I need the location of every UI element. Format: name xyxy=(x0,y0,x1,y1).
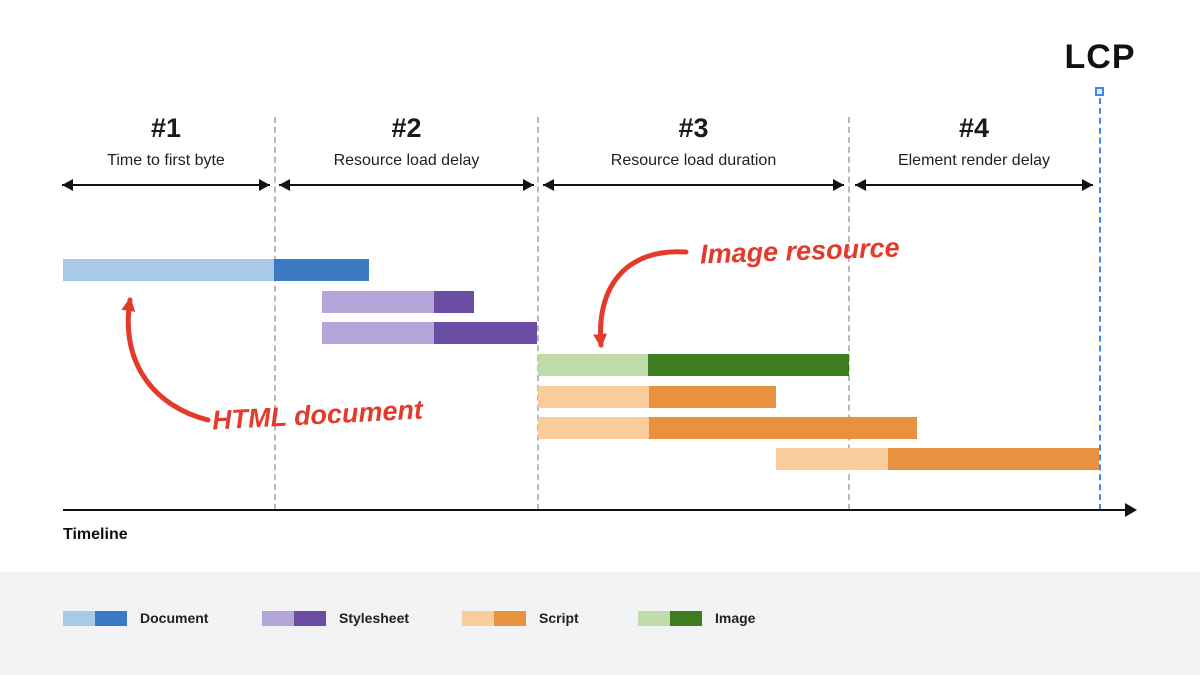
phase-separator-2 xyxy=(537,117,539,510)
legend-item-stylesheet: Stylesheet xyxy=(262,610,409,626)
image-bar-light-segment xyxy=(538,354,648,376)
legend-bar: Document Stylesheet Script Image xyxy=(0,572,1200,675)
phase-3-number: #3 xyxy=(678,113,709,143)
phase-3-label: Resource load duration xyxy=(610,152,777,169)
script-bar-light-segment xyxy=(538,417,649,439)
stylesheet-swatch-dark xyxy=(294,610,326,626)
document-swatch-light xyxy=(63,610,95,626)
legend-label-document: Document xyxy=(140,610,209,626)
phase-3-span-arrow xyxy=(543,179,844,191)
document-bar-dark-segment xyxy=(274,259,369,281)
script-swatch xyxy=(462,610,526,626)
legend-item-document: Document xyxy=(63,610,208,626)
stylesheet-swatch-light xyxy=(262,610,294,626)
document-bar-light-segment xyxy=(63,259,274,281)
phase-4-label: Element render delay xyxy=(897,152,1051,169)
legend-item-image: Image xyxy=(638,610,755,626)
image-bar-dark-segment xyxy=(648,354,849,376)
phase-1-span-arrow xyxy=(62,179,270,191)
phase-1-header: #1 Time to first byte xyxy=(62,113,270,191)
stylesheet-bar-dark-segment xyxy=(434,291,474,313)
stylesheet-swatch xyxy=(262,610,326,626)
phase-4-number: #4 xyxy=(958,113,990,143)
phase-2-header: #2 Resource load delay xyxy=(279,113,534,191)
script-swatch-dark xyxy=(494,610,526,626)
stylesheet-bar-dark-segment xyxy=(434,322,537,344)
script-bar-light-segment xyxy=(776,448,888,470)
phase-separator-1 xyxy=(274,117,276,510)
script-bar-dark-segment xyxy=(888,448,1099,470)
phase-4-header: #4 Element render delay xyxy=(855,113,1093,191)
legend-label-script: Script xyxy=(539,610,579,626)
phase-4-span-arrow xyxy=(855,179,1093,191)
phase-2-number: #2 xyxy=(391,113,422,143)
lcp-title: LCP xyxy=(1064,38,1136,76)
timeline-label: Timeline xyxy=(63,526,128,543)
stylesheet-bar-light-segment xyxy=(322,291,434,313)
phase-3-header: #3 Resource load duration xyxy=(543,113,844,191)
legend-item-script: Script xyxy=(462,610,579,626)
stylesheet-bar-light-segment xyxy=(322,322,434,344)
document-swatch xyxy=(63,610,127,626)
image-swatch-light xyxy=(638,610,670,626)
image-swatch xyxy=(638,610,702,626)
script-bar-light-segment xyxy=(538,386,649,408)
lcp-marker-icon xyxy=(1095,87,1104,96)
phase-1-number: #1 xyxy=(150,113,182,143)
phase-1-label: Time to first byte xyxy=(107,152,225,169)
script-bar-dark-segment xyxy=(649,386,776,408)
phase-2-label: Resource load delay xyxy=(333,152,480,169)
lcp-dashed-line xyxy=(1099,98,1101,510)
document-swatch-dark xyxy=(95,610,127,626)
script-swatch-light xyxy=(462,610,494,626)
image-swatch-dark xyxy=(670,610,702,626)
phase-2-span-arrow xyxy=(279,179,534,191)
phase-separator-3 xyxy=(848,117,850,510)
script-bar-dark-segment xyxy=(649,417,917,439)
legend-label-stylesheet: Stylesheet xyxy=(339,610,410,626)
timeline-axis xyxy=(63,503,1137,517)
legend-label-image: Image xyxy=(715,610,756,626)
